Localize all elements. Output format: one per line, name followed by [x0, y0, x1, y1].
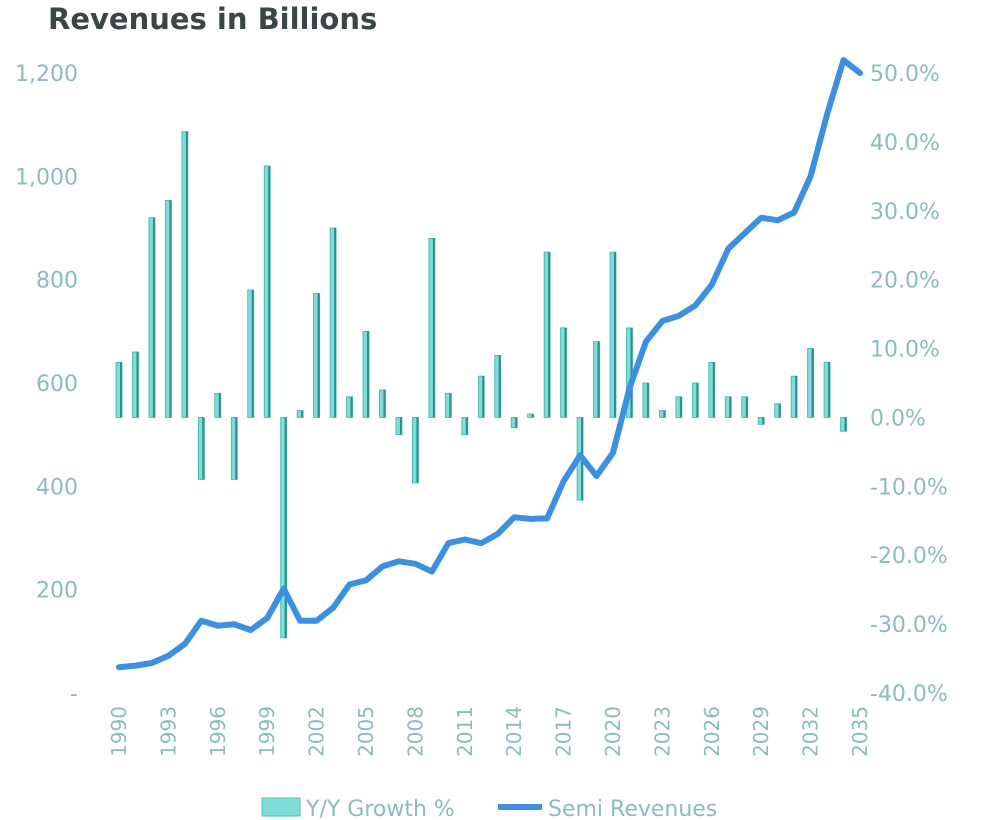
x-tick-label: 2002 — [305, 706, 329, 757]
growth-bar-shade — [301, 410, 304, 418]
growth-bar-shade — [614, 252, 616, 418]
right-tick-label: 10.0% — [870, 338, 940, 363]
growth-bar-shade — [548, 252, 551, 418]
x-tick-label: 2032 — [799, 706, 823, 757]
right-tick-label: -20.0% — [870, 544, 948, 569]
right-tick-label: 0.0% — [870, 406, 926, 431]
growth-bar-shade — [564, 327, 567, 418]
growth-bar-shade — [449, 393, 452, 418]
growth-bar-shade — [646, 383, 649, 418]
growth-bar-shade — [416, 417, 419, 483]
left-tick-label: 800 — [36, 269, 78, 294]
x-tick-label: 2029 — [749, 706, 773, 757]
x-tick-label: 1996 — [206, 706, 230, 757]
x-tick-label: 2020 — [601, 706, 625, 757]
growth-bar-shade — [531, 414, 534, 418]
growth-bar-shade — [432, 238, 435, 418]
x-tick-label: 1999 — [255, 706, 279, 757]
growth-bar-shade — [729, 396, 732, 418]
legend-growth-label: Y/Y Growth % — [305, 797, 455, 820]
growth-bar-shade — [235, 417, 238, 480]
left-tick-label: - — [70, 682, 78, 707]
right-axis-ticks: 50.0% 40.0% 30.0% 20.0% 10.0% 0.0% -10.0% -20.0… — [870, 62, 948, 707]
growth-bar-shade — [185, 131, 188, 418]
left-axis-ticks: 1,200 1,000 800 600 400 200 - — [15, 62, 78, 707]
right-tick-label: -30.0% — [870, 613, 948, 638]
growth-bars — [115, 131, 847, 639]
growth-bar-shade — [367, 331, 369, 418]
x-tick-label: 1990 — [107, 706, 131, 757]
growth-bar-shade — [498, 355, 501, 418]
right-tick-label: -10.0% — [870, 475, 948, 500]
x-tick-label: 1993 — [156, 706, 180, 757]
growth-bar-shade — [251, 290, 254, 418]
x-tick-label: 2005 — [354, 706, 378, 757]
right-tick-label: 30.0% — [870, 200, 940, 225]
growth-bar-shade — [136, 352, 139, 418]
left-tick-label: 1,200 — [15, 62, 78, 87]
revenue-line-layer — [116, 57, 863, 671]
legend-growth-swatch — [261, 797, 301, 817]
growth-bar-shade — [169, 200, 172, 418]
growth-bar-shade — [778, 403, 781, 418]
growth-bar-shade — [350, 396, 353, 418]
growth-bar-shade — [844, 417, 847, 432]
growth-bar-shade — [268, 166, 271, 418]
growth-bar-shade — [482, 376, 485, 418]
left-tick-label: 600 — [36, 372, 78, 397]
right-tick-label: 50.0% — [870, 62, 940, 87]
growth-bar-shade — [334, 228, 337, 418]
x-axis-ticks: 1990 1993 1996 1999 2002 2005 2008 2011 2014 2017… — [107, 706, 872, 757]
left-tick-label: 200 — [36, 579, 78, 604]
x-tick-label: 2017 — [552, 706, 576, 757]
growth-bar-shade — [696, 383, 699, 418]
revenue-line — [116, 57, 863, 671]
x-tick-label: 2014 — [502, 706, 526, 757]
growth-bar-shade — [679, 396, 682, 418]
x-tick-label: 2023 — [650, 706, 674, 757]
x-tick-label: 2008 — [403, 706, 427, 757]
left-tick-label: 400 — [36, 475, 78, 500]
growth-bar-shade — [811, 348, 814, 418]
growth-bar-shade — [762, 417, 765, 425]
growth-bar-shade — [828, 362, 831, 418]
right-tick-label: -40.0% — [870, 682, 948, 707]
legend: Y/Y Growth % Semi Revenues — [261, 797, 717, 820]
growth-bar-shade — [152, 217, 155, 418]
growth-bar-shade — [399, 417, 402, 435]
x-tick-label: 2035 — [848, 706, 872, 757]
growth-bar-shade — [712, 362, 715, 418]
growth-bar-shade — [663, 410, 666, 418]
x-tick-label: 2011 — [453, 706, 477, 757]
legend-revenue-label: Semi Revenues — [548, 797, 717, 820]
growth-bar-shade — [745, 396, 748, 418]
growth-bar-shade — [284, 417, 287, 638]
growth-bar-shade — [515, 417, 518, 428]
growth-bar-shade — [317, 293, 320, 418]
chart-title: Revenues in Billions — [48, 2, 378, 36]
right-tick-label: 40.0% — [870, 131, 940, 156]
x-tick-label: 2026 — [700, 706, 724, 757]
growth-bar-shade — [465, 417, 468, 435]
growth-bar-shade — [218, 393, 221, 418]
growth-bar-shade — [383, 389, 386, 418]
growth-bar-shade — [120, 362, 122, 418]
growth-bar-shade — [795, 376, 798, 418]
growth-bar-shade — [630, 327, 633, 418]
growth-bar-shade — [202, 417, 205, 480]
left-tick-label: 1,000 — [15, 165, 78, 190]
right-tick-label: 20.0% — [870, 269, 940, 294]
growth-bar-shade — [597, 341, 600, 418]
